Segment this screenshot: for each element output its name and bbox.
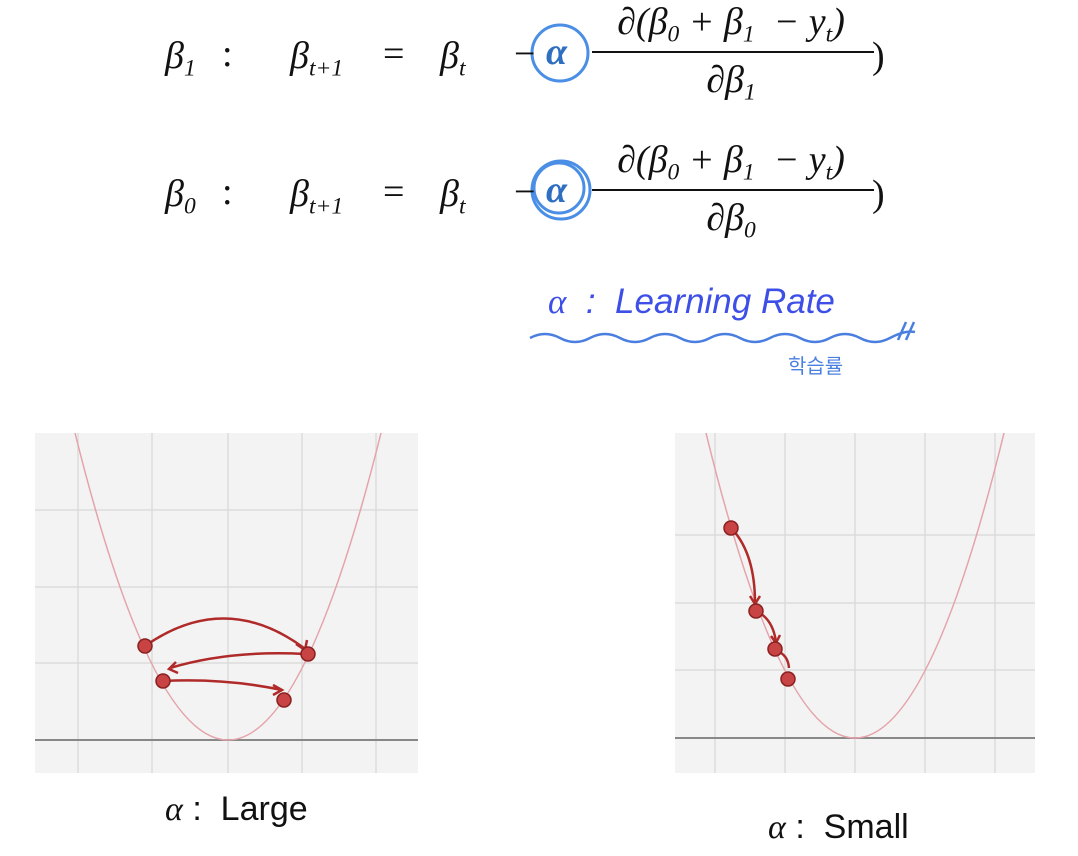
subscript: 0 (183, 193, 196, 220)
separator: : (192, 790, 202, 828)
arrowhead (166, 661, 179, 675)
circle (532, 161, 586, 215)
subscript: 1 (183, 55, 196, 82)
point (767, 641, 783, 657)
rhs: βt (440, 174, 465, 227)
math-text: − y (754, 139, 826, 181)
colon: : (222, 33, 233, 75)
arrow (169, 652, 306, 670)
denominator: ∂β1 (586, 60, 876, 113)
separator: : (585, 282, 596, 321)
point (276, 692, 292, 708)
arrow (162, 679, 283, 692)
subscript: 0 (743, 217, 756, 244)
point (780, 671, 796, 687)
arrowhead (272, 683, 285, 697)
alpha-circles (530, 23, 592, 221)
colon: : (222, 171, 233, 213)
math-text: + β (679, 1, 743, 43)
separator: : (795, 808, 805, 846)
subscript: 0 (667, 159, 680, 186)
point (723, 520, 739, 536)
math-text: ∂β (706, 197, 744, 239)
points (723, 520, 796, 687)
base: β (440, 173, 459, 215)
numerator: ∂(β0 + β1 − yt) (586, 140, 876, 193)
label: Large (220, 790, 308, 828)
label: Learning Rate (615, 282, 835, 321)
base: β (290, 35, 309, 77)
parameter: β1 (165, 36, 196, 89)
rhs: βt (440, 36, 465, 89)
alpha: α (546, 169, 568, 211)
lhs: βt+1 (290, 36, 343, 89)
label: Small (823, 808, 909, 846)
fraction-line (592, 189, 874, 191)
point (300, 646, 316, 662)
numerator: ∂(β0 + β1 − yt) (586, 2, 876, 55)
arrow (144, 617, 305, 650)
symbol: α (548, 282, 567, 321)
grid (675, 433, 1035, 773)
curve (705, 432, 1005, 739)
base: β (440, 35, 459, 77)
caption: α : Large (165, 790, 308, 829)
subscript: t+1 (308, 193, 344, 220)
base: β (165, 173, 184, 215)
subscript: t (825, 159, 833, 186)
subscript: t (458, 55, 466, 82)
math-text: ) (832, 139, 845, 181)
note: 학습률 (788, 356, 844, 378)
plot-large (35, 432, 418, 773)
subscript: t (825, 21, 833, 48)
equals: = (383, 171, 405, 213)
base: β (290, 173, 309, 215)
parameter: β0 (165, 174, 196, 227)
underline (529, 321, 916, 344)
equals: = (383, 33, 405, 75)
symbol: α (768, 809, 786, 846)
caption: α : Small (768, 808, 909, 847)
plot-bg (35, 433, 418, 773)
subscript: 1 (742, 21, 755, 48)
base: β (165, 35, 184, 77)
fraction-line (592, 51, 874, 53)
arrow (732, 529, 757, 604)
circle (530, 23, 590, 83)
close-paren: ) (872, 35, 885, 77)
alpha: α (546, 31, 568, 73)
point (748, 603, 764, 619)
curve (74, 432, 382, 741)
subscript: t+1 (308, 55, 344, 82)
math-text: ∂(β (617, 139, 668, 181)
point (155, 673, 171, 689)
minus: − (514, 33, 536, 75)
circle (530, 159, 592, 221)
math-text: ) (832, 1, 845, 43)
plot-small (675, 432, 1035, 773)
symbol: α (165, 791, 183, 828)
subscript: 1 (743, 79, 756, 106)
math-text: + β (679, 139, 743, 181)
learning-rate: α : Learning Rate (548, 282, 835, 322)
math-text: ∂β (706, 59, 744, 101)
grid (35, 433, 418, 773)
subscript: t (458, 193, 466, 220)
points (137, 638, 316, 708)
subscript: 0 (667, 21, 680, 48)
lhs: βt+1 (290, 174, 343, 227)
math-text: − y (754, 1, 826, 43)
subscript: 1 (742, 159, 755, 186)
close-paren: ) (872, 173, 885, 215)
point (137, 638, 153, 654)
minus: − (514, 171, 536, 213)
denominator: ∂β0 (586, 198, 876, 251)
math-text: ∂(β (617, 1, 668, 43)
